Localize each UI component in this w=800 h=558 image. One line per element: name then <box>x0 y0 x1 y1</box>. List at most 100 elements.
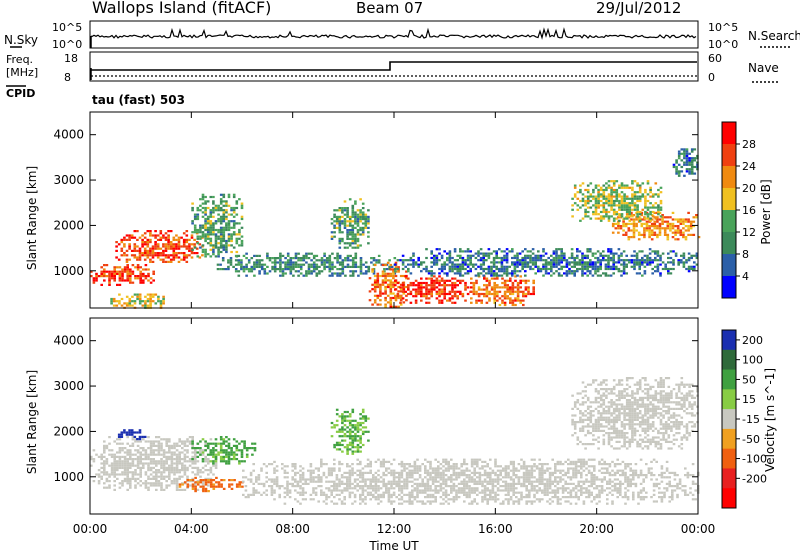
heatmap-cell <box>669 216 672 218</box>
heatmap-cell <box>470 297 473 299</box>
heatmap-cell <box>394 284 397 286</box>
heatmap-cell <box>118 302 121 304</box>
colorbar-segment <box>722 276 736 299</box>
heatmap-cell <box>329 261 332 263</box>
heatmap-cell <box>142 279 145 281</box>
heatmap-cell <box>512 300 515 302</box>
heatmap-cell <box>623 264 626 266</box>
heatmap-cell <box>98 476 101 478</box>
heatmap-cell <box>145 482 148 484</box>
heatmap-cell <box>631 255 634 257</box>
heatmap-cell <box>152 467 155 469</box>
heatmap-cell <box>436 293 439 295</box>
heatmap-cell <box>419 483 422 485</box>
heatmap-cell <box>646 223 649 225</box>
heatmap-cell <box>503 268 506 270</box>
heatmap-cell <box>618 220 621 222</box>
heatmap-cell <box>137 266 140 268</box>
heatmap-cell <box>359 209 362 211</box>
heatmap-cell <box>207 218 210 220</box>
heatmap-cell <box>407 284 410 286</box>
heatmap-cell <box>191 252 194 254</box>
heatmap-cell <box>449 291 452 293</box>
heatmap-cell <box>393 481 396 483</box>
heatmap-cell <box>432 476 435 478</box>
heatmap-cell <box>351 483 354 485</box>
heatmap-cell <box>194 473 197 475</box>
heatmap-cell <box>359 461 362 463</box>
heatmap-cell <box>522 304 525 306</box>
heatmap-cell <box>134 480 137 482</box>
colorbar-tick-label: 4 <box>742 270 749 283</box>
heatmap-cell <box>672 212 675 214</box>
heatmap-cell <box>494 461 497 463</box>
heatmap-cell <box>550 264 553 266</box>
heatmap-cell <box>555 264 558 266</box>
heatmap-cell <box>492 470 495 472</box>
heatmap-cell <box>664 266 667 268</box>
heatmap-cell <box>654 250 657 252</box>
heatmap-cell <box>450 485 453 487</box>
heatmap-cell <box>313 266 316 268</box>
heatmap-cell <box>511 270 514 272</box>
heatmap-cell <box>160 248 163 250</box>
heatmap-cell <box>410 264 413 266</box>
heatmap-cell <box>385 467 388 469</box>
heatmap-cell <box>178 252 181 254</box>
heatmap-cell <box>398 472 401 474</box>
heatmap-cell <box>514 291 517 293</box>
heatmap-cell <box>469 250 472 252</box>
heatmap-cell <box>613 209 616 211</box>
heatmap-cell <box>124 447 127 449</box>
heatmap-cell <box>236 242 239 244</box>
heatmap-cell <box>524 259 527 261</box>
heatmap-cell <box>168 478 171 480</box>
heatmap-cell <box>453 463 456 465</box>
heatmap-cell <box>290 266 293 268</box>
heatmap-cell <box>339 209 342 211</box>
heatmap-cell <box>147 245 150 247</box>
heatmap-cell <box>574 185 577 187</box>
heatmap-cell <box>568 268 571 270</box>
heatmap-cell <box>346 448 349 450</box>
heatmap-cell <box>584 209 587 211</box>
heatmap-cell <box>251 454 254 456</box>
heatmap-cell <box>184 460 187 462</box>
heatmap-cell <box>522 295 525 297</box>
heatmap-cell <box>682 232 685 234</box>
heatmap-cell <box>243 270 246 272</box>
heatmap-cell <box>586 270 589 272</box>
heatmap-cell <box>421 503 424 505</box>
heatmap-cell <box>284 272 287 274</box>
heatmap-cell <box>644 198 647 200</box>
heatmap-cell <box>456 272 459 274</box>
heatmap-cell <box>321 264 324 266</box>
heatmap-cell <box>320 489 323 491</box>
heatmap-cell <box>605 198 608 200</box>
heatmap-cell <box>223 205 226 207</box>
heatmap-cell <box>349 413 352 415</box>
heatmap-cell <box>241 203 244 205</box>
heatmap-cell <box>199 449 202 451</box>
heatmap-cell <box>434 485 437 487</box>
heatmap-cell <box>165 458 168 460</box>
heatmap-cell <box>354 435 357 437</box>
heatmap-cell <box>382 472 385 474</box>
heatmap-cell <box>694 157 697 159</box>
heatmap-cell <box>631 198 634 200</box>
heatmap-cell <box>236 240 239 242</box>
heatmap-cell <box>416 496 419 498</box>
heatmap-cell <box>168 467 171 469</box>
heatmap-cell <box>359 470 362 472</box>
heatmap-cell <box>207 238 210 240</box>
heatmap-cell <box>631 193 634 195</box>
heatmap-cell <box>447 463 450 465</box>
heatmap-cell <box>271 492 274 494</box>
heatmap-cell <box>521 268 524 270</box>
heatmap-cell <box>264 272 267 274</box>
heatmap-cell <box>521 259 524 261</box>
heatmap-cell <box>688 153 691 155</box>
heatmap-cell <box>217 247 220 249</box>
heatmap-cell <box>150 484 153 486</box>
heatmap-cell <box>128 243 131 245</box>
